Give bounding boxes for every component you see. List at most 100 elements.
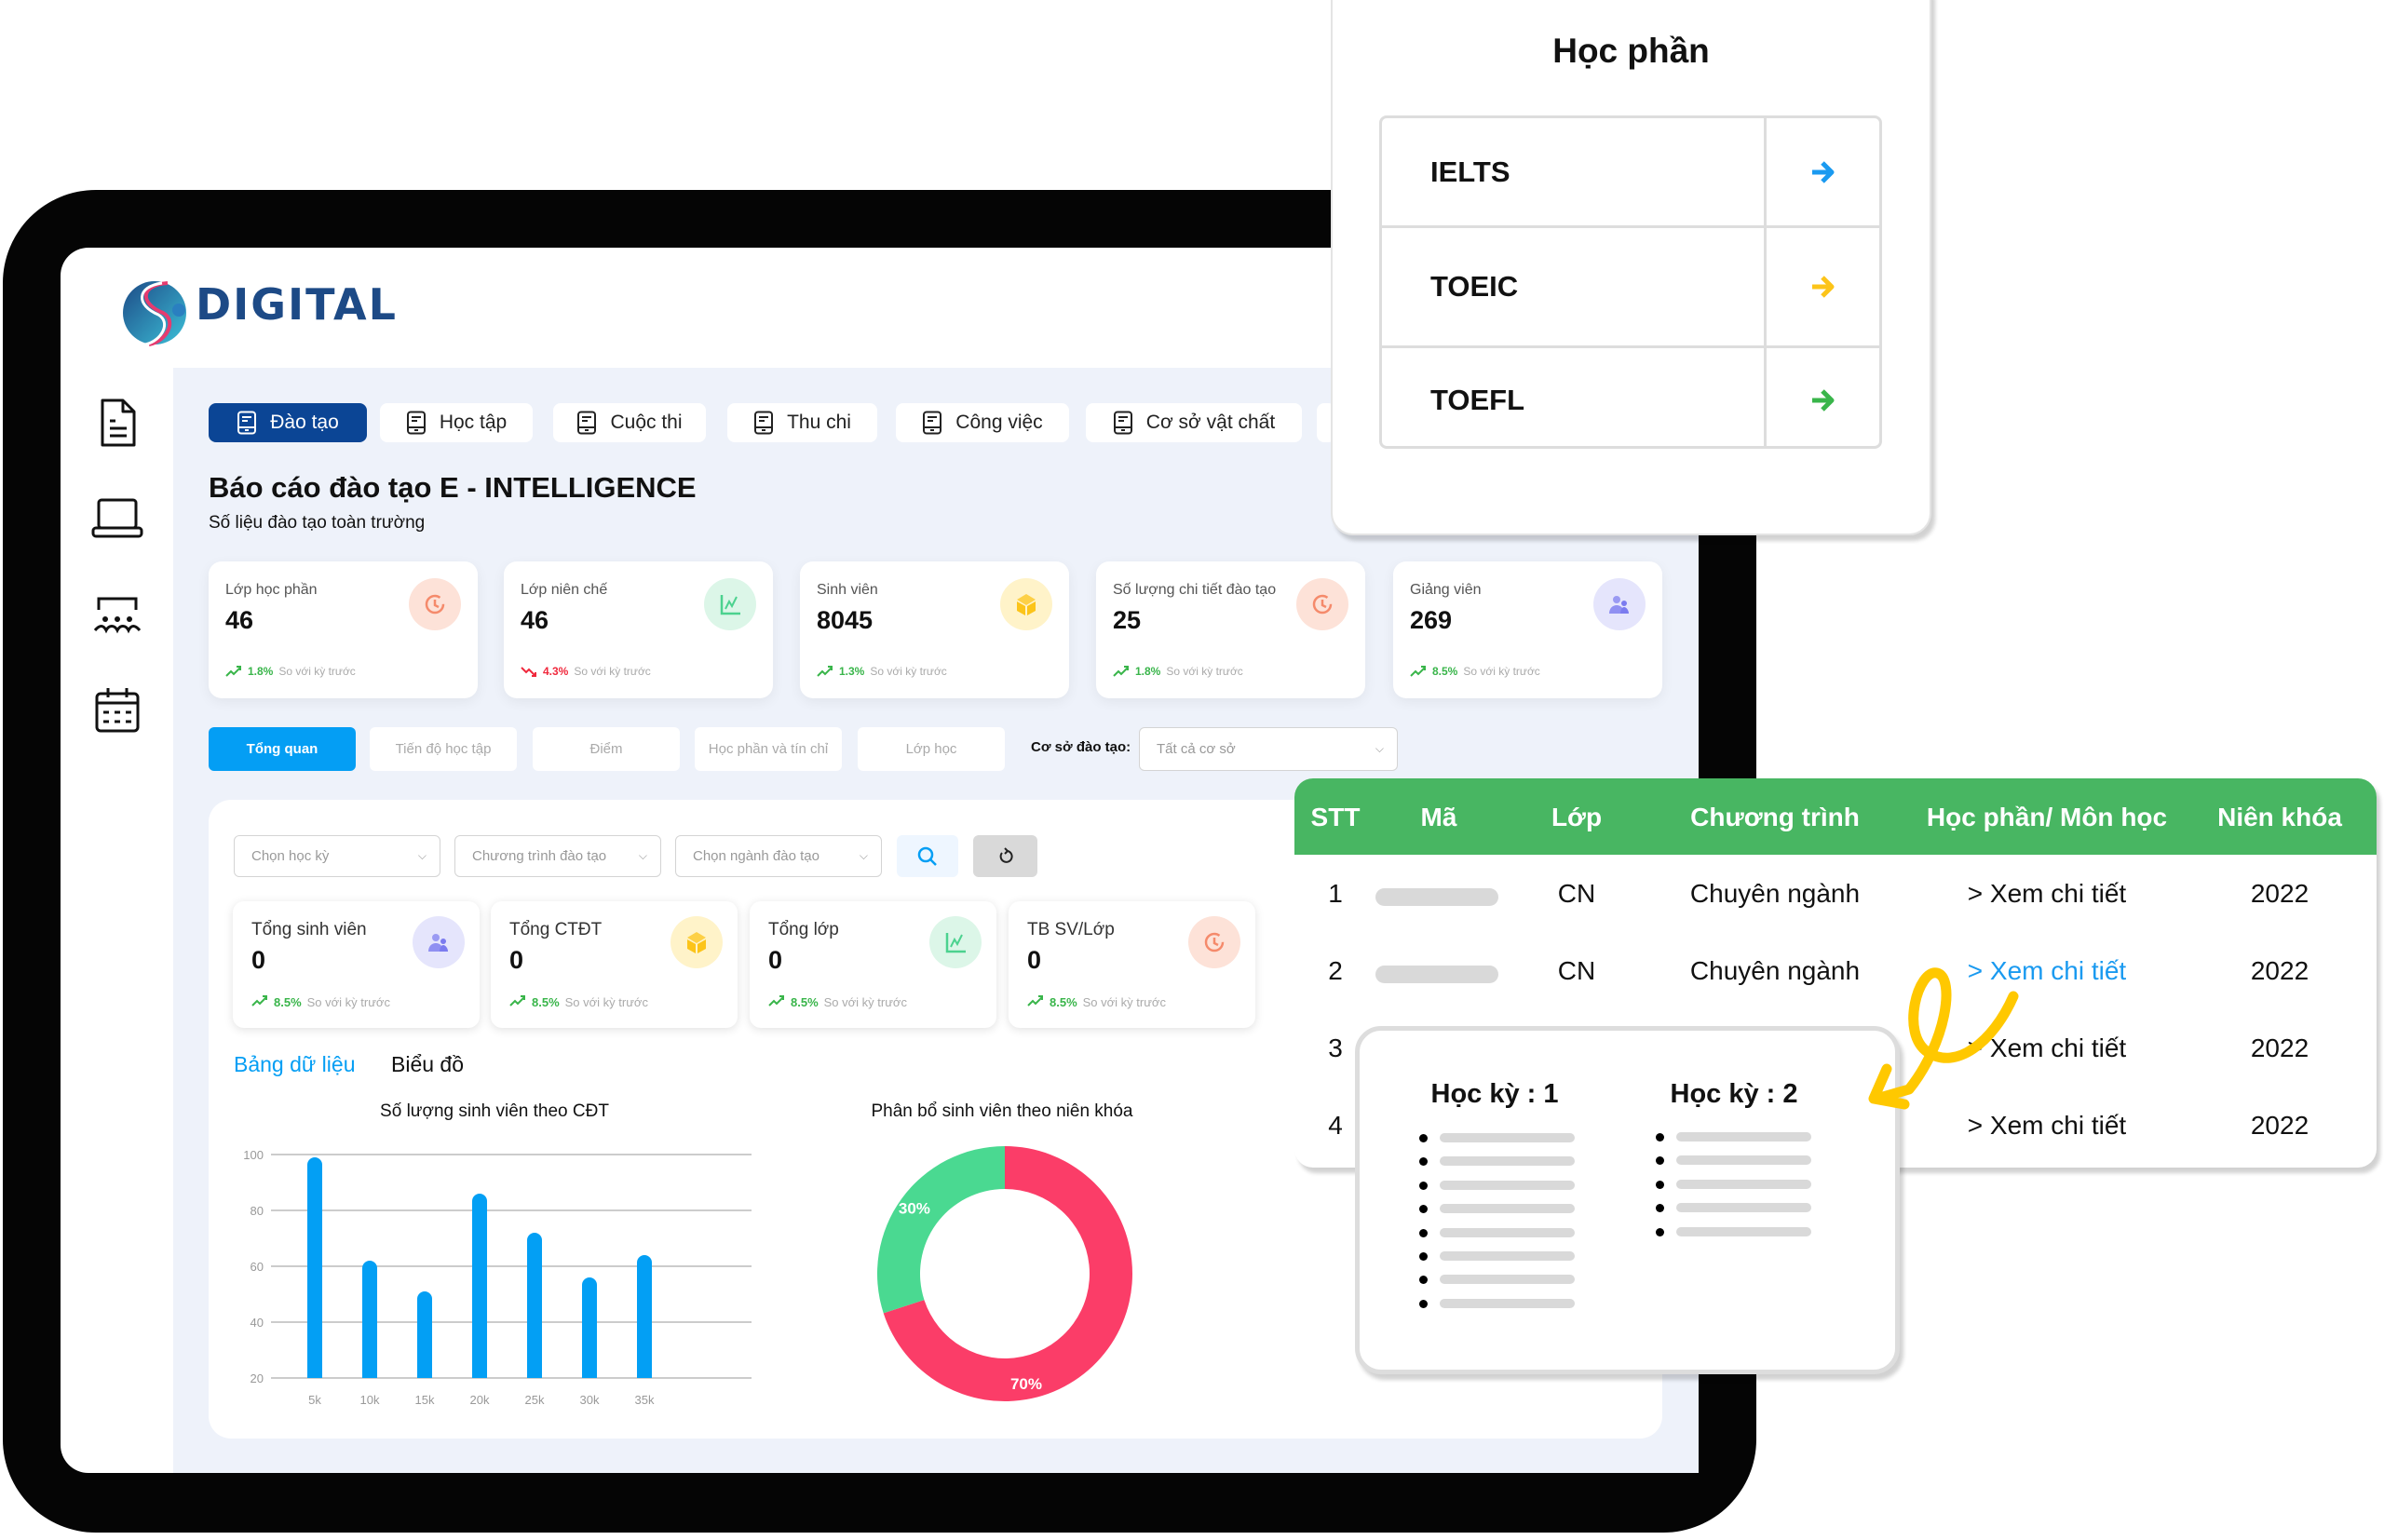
filter-select[interactable]: Chọn học kỳ ⌵ bbox=[234, 835, 440, 877]
donut-slice bbox=[883, 1146, 1132, 1401]
summary-trend: 8.5% So với kỳ trước bbox=[251, 995, 390, 1009]
column-header: Chương trình bbox=[1690, 803, 1860, 831]
column-header: Lớp bbox=[1551, 803, 1603, 831]
column-header: Niên khóa bbox=[2217, 803, 2342, 831]
cell-year: 2022 bbox=[2250, 1111, 2310, 1140]
document-icon[interactable] bbox=[89, 395, 145, 451]
tab-label: Cơ sở vật chất bbox=[1145, 412, 1276, 433]
tab-label: Thu chi bbox=[787, 412, 851, 433]
tab-table-view[interactable]: Bảng dữ liệu bbox=[234, 1052, 356, 1076]
laptop-icon[interactable] bbox=[89, 491, 145, 547]
tab-3[interactable]: Thu chi bbox=[727, 403, 877, 442]
filter-placeholder: Chọn ngành đào tạo bbox=[693, 848, 820, 864]
subtab-1[interactable]: Tiến độ học tập bbox=[370, 727, 517, 771]
stat-icon-badge bbox=[1000, 578, 1052, 630]
y-tick-label: 20 bbox=[251, 1371, 264, 1385]
trend-up-icon bbox=[817, 666, 833, 677]
tab-5[interactable]: Cơ sở vật chất bbox=[1086, 403, 1302, 442]
cube-icon bbox=[687, 932, 706, 953]
filter-select[interactable]: Chọn ngành đào tạo ⌵ bbox=[675, 835, 882, 877]
summary-card: TB SV/Lớp 0 8.5% So với kỳ trước bbox=[1009, 901, 1255, 1028]
stat-change: 1.8% bbox=[1135, 665, 1161, 678]
cell-program: Chuyên ngành bbox=[1689, 879, 1861, 908]
filter-placeholder: Chọn học kỳ bbox=[251, 848, 330, 864]
summary-change: 8.5% bbox=[532, 995, 560, 1009]
hoc-ky-popup: Học kỳ : 1 Học kỳ : 2 bbox=[1355, 1026, 1900, 1374]
course-item[interactable]: IELTS bbox=[1382, 118, 1879, 228]
stat-card: Giảng viên 269 8.5% So với kỳ trước bbox=[1393, 561, 1662, 698]
bullet bbox=[1419, 1276, 1428, 1285]
history-icon bbox=[1204, 932, 1225, 952]
trend-up-icon bbox=[225, 666, 241, 677]
course-item[interactable]: TOEFL bbox=[1382, 348, 1879, 446]
bar bbox=[582, 1277, 597, 1378]
campus-select[interactable]: Tất cả cơ sở ⌵ bbox=[1139, 727, 1398, 771]
bullet bbox=[1419, 1205, 1428, 1214]
summary-label: Tổng CTĐT bbox=[509, 920, 603, 939]
stat-card: Lớp niên chế 46 4.3% So với kỳ trước bbox=[504, 561, 773, 698]
subject-placeholder bbox=[1440, 1180, 1575, 1190]
view-detail-link[interactable]: > Xem chi tiết bbox=[1967, 956, 2127, 985]
stat-trend: 1.3% So với kỳ trước bbox=[817, 665, 947, 678]
tablet-icon bbox=[406, 411, 426, 435]
bar bbox=[307, 1157, 322, 1378]
subject-placeholder bbox=[1676, 1203, 1811, 1213]
bullet bbox=[1419, 1134, 1428, 1142]
course-item[interactable]: TOEIC bbox=[1382, 228, 1879, 348]
column-header: STT bbox=[1310, 803, 1361, 831]
logo-icon bbox=[123, 281, 186, 346]
course-open-button[interactable] bbox=[1764, 228, 1879, 345]
tab-4[interactable]: Công việc bbox=[896, 403, 1069, 442]
tab-1[interactable]: Học tập bbox=[380, 403, 533, 442]
x-tick-label: 15k bbox=[415, 1393, 435, 1407]
stat-icon-badge bbox=[1296, 578, 1348, 630]
view-detail-link[interactable]: > Xem chi tiết bbox=[1967, 879, 2127, 908]
donut-chart-title: Phân bổ sinh viên theo niên khóa bbox=[871, 1101, 1133, 1121]
subtab-3[interactable]: Học phần và tín chỉ bbox=[695, 727, 842, 771]
subtab-0[interactable]: Tổng quan bbox=[209, 727, 356, 771]
filter-select[interactable]: Chương trình đào tạo ⌵ bbox=[454, 835, 661, 877]
tab-0[interactable]: Đào tạo bbox=[209, 403, 367, 442]
cell-class: CN bbox=[1557, 879, 1596, 908]
subtab-4[interactable]: Lớp học bbox=[858, 727, 1005, 771]
stat-trend: 1.8% So với kỳ trước bbox=[1113, 665, 1243, 678]
tab-2[interactable]: Cuộc thi bbox=[553, 403, 706, 442]
course-open-button[interactable] bbox=[1764, 348, 1879, 446]
refresh-icon bbox=[999, 846, 1013, 863]
campus-select-value: Tất cả cơ sở bbox=[1157, 741, 1236, 757]
group-icon[interactable] bbox=[89, 588, 145, 643]
summary-change: 8.5% bbox=[274, 995, 302, 1009]
x-tick-label: 25k bbox=[525, 1393, 545, 1407]
subject-placeholder bbox=[1440, 1251, 1575, 1261]
view-detail-link[interactable]: > Xem chi tiết bbox=[1967, 1111, 2127, 1140]
search-button[interactable] bbox=[897, 835, 958, 877]
reset-button[interactable] bbox=[973, 835, 1037, 877]
users-icon bbox=[1609, 596, 1629, 614]
stat-value: 46 bbox=[521, 606, 549, 634]
course-name: IELTS bbox=[1430, 155, 1510, 188]
arrow-right-icon bbox=[1811, 276, 1834, 298]
bar bbox=[417, 1291, 432, 1378]
stat-card: Lớp học phần 46 1.8% So với kỳ trước bbox=[209, 561, 478, 698]
trend-up-icon bbox=[509, 995, 525, 1006]
cell-stt: 4 bbox=[1328, 1111, 1343, 1140]
chart-line-icon bbox=[720, 595, 740, 615]
tab-chart-view[interactable]: Biểu đồ bbox=[391, 1052, 465, 1076]
bar-base bbox=[582, 1369, 597, 1378]
bar-base bbox=[307, 1369, 322, 1378]
bar bbox=[362, 1261, 377, 1378]
subtab-2[interactable]: Điểm bbox=[533, 727, 680, 771]
summary-compare: So với kỳ trước bbox=[306, 995, 390, 1009]
slice-label: 70% bbox=[1010, 1375, 1042, 1393]
stat-compare: So với kỳ trước bbox=[1463, 665, 1540, 678]
view-detail-link[interactable]: > Xem chi tiết bbox=[1967, 1033, 2127, 1062]
stat-value: 25 bbox=[1113, 606, 1142, 634]
summary-value: 0 bbox=[768, 946, 783, 974]
calendar-icon[interactable] bbox=[89, 682, 145, 738]
chevron-down-icon: ⌵ bbox=[638, 849, 647, 862]
summary-change: 8.5% bbox=[791, 995, 819, 1009]
summary-icon-badge bbox=[670, 916, 723, 968]
course-open-button[interactable] bbox=[1764, 118, 1879, 225]
curved-arrow-icon bbox=[1868, 967, 2019, 1110]
tab-label: Công việc bbox=[955, 412, 1043, 433]
